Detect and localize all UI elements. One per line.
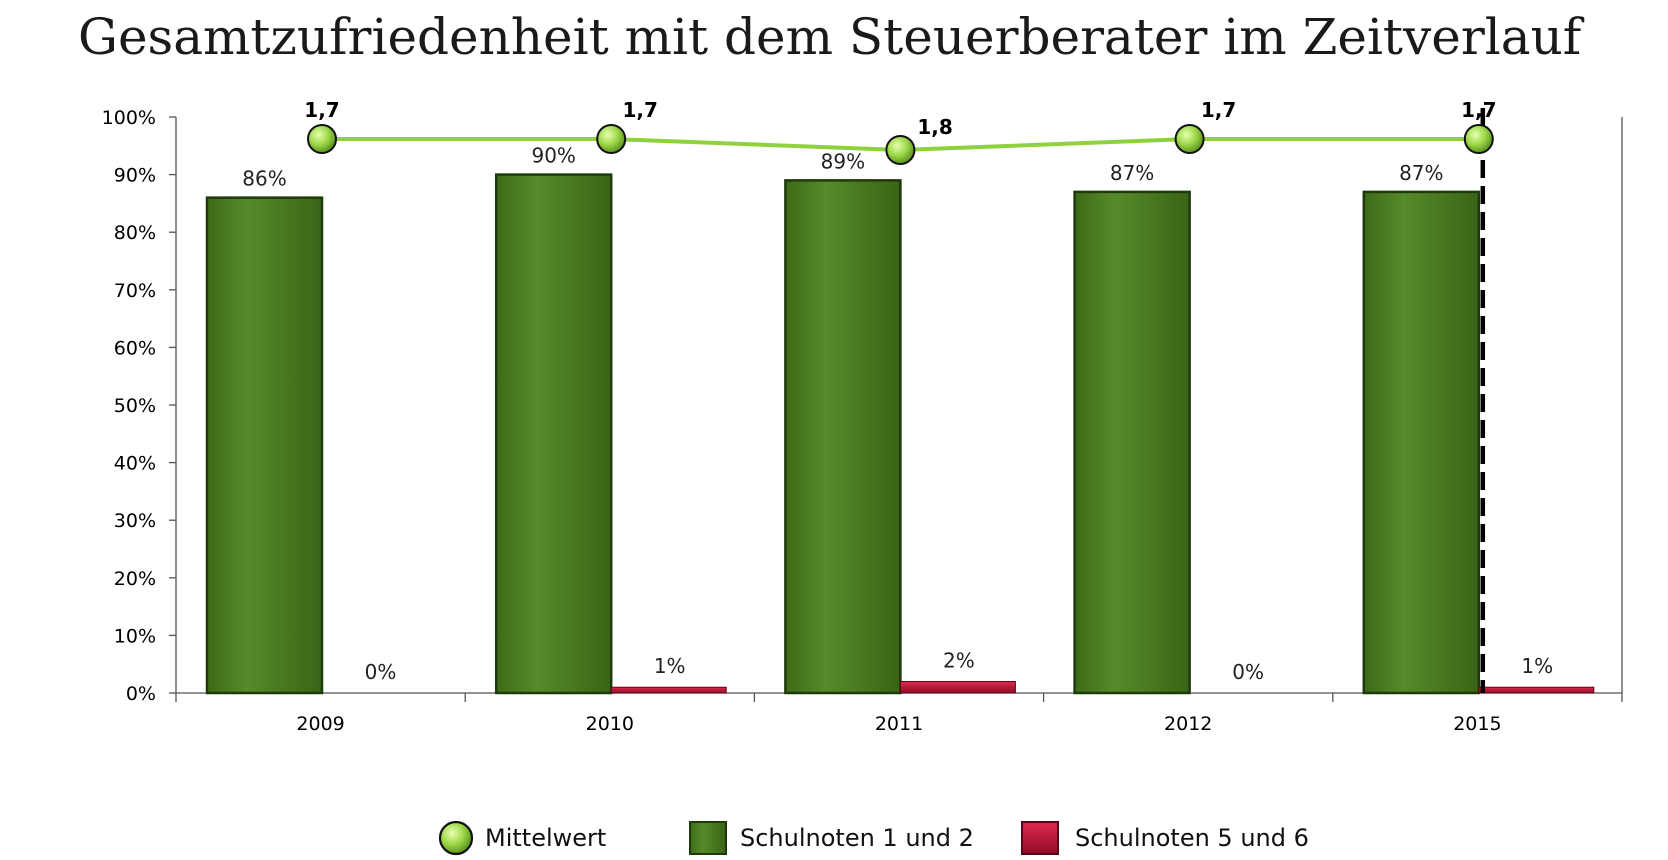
bar-label-schulnoten-5-6: 2% — [943, 648, 975, 672]
x-tick-label: 2011 — [875, 713, 923, 735]
y-tick-label: 80% — [114, 222, 156, 244]
y-tick-label: 10% — [114, 625, 156, 647]
bar-label-schulnoten-1-2: 87% — [1110, 161, 1154, 185]
y-tick-label: 0% — [126, 683, 156, 705]
bar-schulnoten-1-2 — [205, 196, 324, 695]
bar-label-schulnoten-5-6: 0% — [1232, 660, 1264, 684]
x-tick-label: 2010 — [586, 713, 634, 735]
chart-title: Gesamtzufriedenheit mit dem Steuerberate… — [78, 8, 1585, 66]
bars: 86% 0% 90% 1% 89% 2% 87% 0% 87% 1% — [205, 144, 1595, 695]
mean-label: 1,7 — [304, 98, 339, 122]
mean-label: 1,7 — [622, 98, 657, 122]
y-tick-label: 100% — [102, 107, 156, 129]
bar-schulnoten-5-6 — [1478, 686, 1595, 694]
bar-schulnoten-5-6 — [899, 680, 1016, 694]
y-tick-label: 20% — [114, 568, 156, 590]
bar-label-schulnoten-5-6: 0% — [365, 660, 397, 684]
x-tick-label: 2015 — [1453, 713, 1501, 735]
legend-marker-schulnoten-1-2 — [689, 821, 727, 855]
y-tick-label: 90% — [114, 165, 156, 187]
bar-label-schulnoten-1-2: 87% — [1399, 161, 1443, 185]
mean-line-layer: 1,7 1,7 1,8 1,7 1,7 — [304, 98, 1497, 693]
y-tick-label: 70% — [114, 280, 156, 302]
bar-schulnoten-1-2 — [784, 179, 902, 695]
x-tick-label: 2009 — [296, 713, 344, 735]
mean-marker — [885, 135, 916, 165]
y-tick-label: 50% — [114, 395, 156, 417]
mean-label: 1,8 — [917, 115, 952, 139]
bar-schulnoten-1-2 — [494, 173, 613, 695]
mean-label: 1,7 — [1201, 98, 1236, 122]
y-tick-label: 40% — [114, 453, 156, 475]
mean-marker — [1174, 124, 1205, 154]
x-tick-label: 2012 — [1164, 713, 1212, 735]
bar-schulnoten-1-2 — [1073, 190, 1191, 695]
y-tick-label: 60% — [114, 337, 156, 359]
legend: Mittelwert Schulnoten 1 und 2 Schulnoten 5… — [438, 820, 1309, 856]
mean-marker — [596, 124, 627, 154]
bar-schulnoten-5-6 — [610, 686, 727, 694]
bar-schulnoten-1-2 — [1362, 190, 1481, 695]
bar-label-schulnoten-1-2: 86% — [242, 167, 286, 191]
legend-marker-mittelwert — [438, 820, 474, 856]
legend-marker-schulnoten-5-6 — [1021, 821, 1059, 855]
legend-label-mittelwert: Mittelwert — [485, 824, 606, 852]
legend-label-schulnoten-5-6: Schulnoten 5 und 6 — [1075, 824, 1309, 852]
bar-label-schulnoten-1-2: 90% — [531, 144, 575, 168]
axes: 0% 10% 20% 30% 40% 50% 60% 70% 80% 90% 100% 2009 201… — [102, 107, 1623, 735]
mean-marker — [307, 124, 337, 154]
bar-label-schulnoten-5-6: 1% — [1521, 654, 1553, 678]
bar-label-schulnoten-5-6: 1% — [654, 654, 686, 678]
y-tick-label: 30% — [114, 510, 156, 532]
mean-label: 1,7 — [1461, 98, 1496, 122]
legend-label-schulnoten-1-2: Schulnoten 1 und 2 — [740, 824, 974, 852]
bar-label-schulnoten-1-2: 89% — [821, 149, 865, 173]
mean-marker — [1463, 124, 1494, 154]
